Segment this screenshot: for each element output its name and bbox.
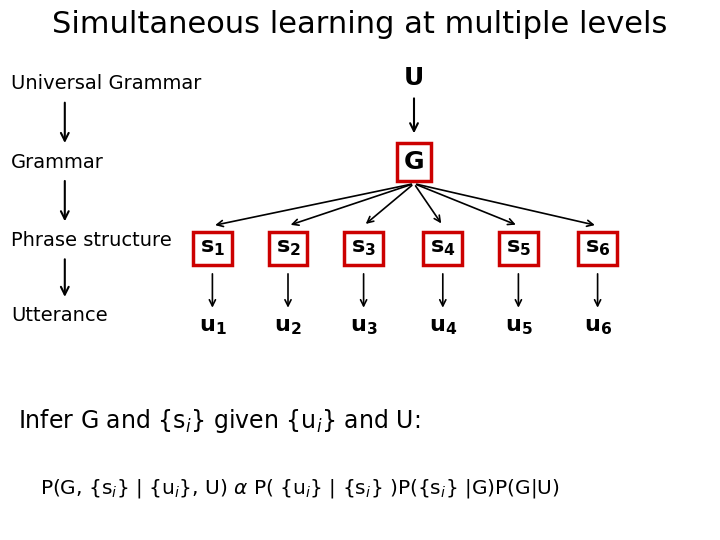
Text: $\mathbf{u_3}$: $\mathbf{u_3}$ [350,316,377,337]
Text: $\mathbf{s_1}$: $\mathbf{s_1}$ [200,238,225,259]
Text: $\mathbf{u_2}$: $\mathbf{u_2}$ [274,316,302,337]
Text: $\mathbf{u_1}$: $\mathbf{u_1}$ [199,316,226,337]
Text: U: U [404,66,424,90]
Text: Simultaneous learning at multiple levels: Simultaneous learning at multiple levels [53,10,667,39]
Text: $\mathbf{s_6}$: $\mathbf{s_6}$ [585,238,611,259]
Text: P(G, {s$_i$} | {u$_i$}, U) $\alpha$ P( {u$_i$} | {s$_i$} )P({s$_i$} |G)P(G|U): P(G, {s$_i$} | {u$_i$}, U) $\alpha$ P( {… [40,477,559,500]
Text: Infer G and {s$_i$} given {u$_i$} and U:: Infer G and {s$_i$} given {u$_i$} and U: [18,407,420,435]
Text: $\mathbf{u_6}$: $\mathbf{u_6}$ [584,316,611,337]
Text: Utterance: Utterance [11,306,107,326]
Text: Grammar: Grammar [11,152,104,172]
Text: $\mathbf{s_5}$: $\mathbf{s_5}$ [506,238,531,259]
Text: $\mathbf{u_5}$: $\mathbf{u_5}$ [505,316,532,337]
Text: G: G [404,150,424,174]
Text: Phrase structure: Phrase structure [11,231,171,250]
Text: $\mathbf{u_4}$: $\mathbf{u_4}$ [428,316,457,337]
Text: $\mathbf{s_4}$: $\mathbf{s_4}$ [430,238,456,259]
Text: $\mathbf{s_3}$: $\mathbf{s_3}$ [351,238,376,259]
Text: $\mathbf{s_2}$: $\mathbf{s_2}$ [276,238,300,259]
Text: Universal Grammar: Universal Grammar [11,74,201,93]
